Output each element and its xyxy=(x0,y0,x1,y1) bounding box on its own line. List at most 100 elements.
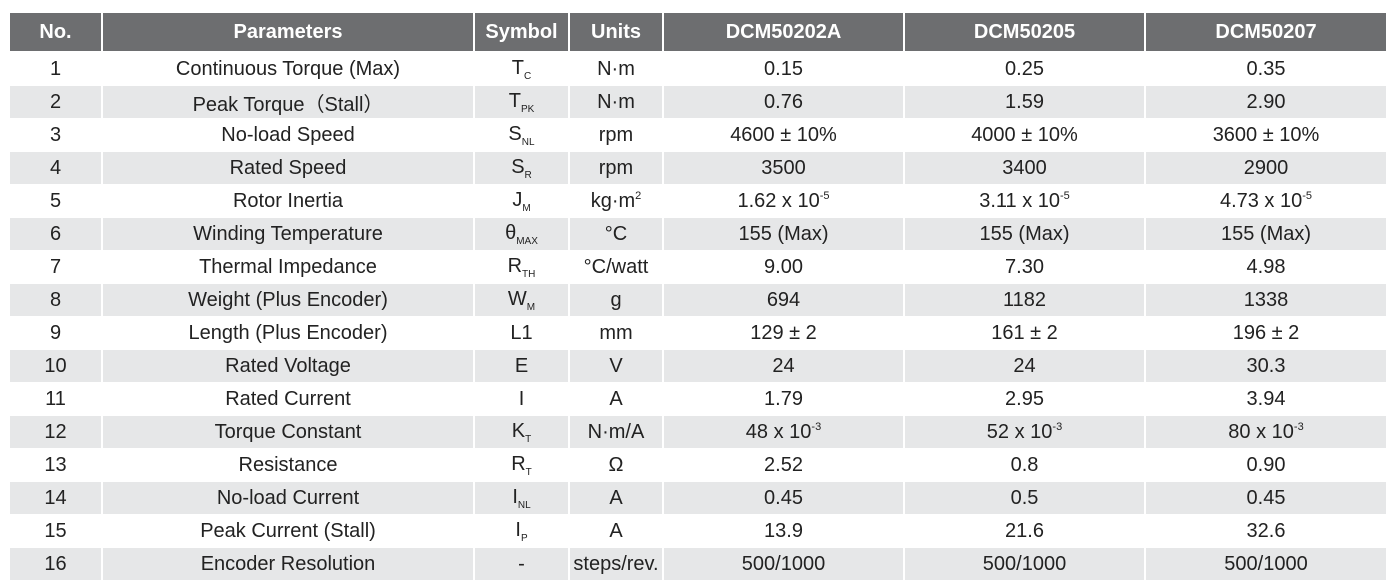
value-cell-model-3: 80 x 10-3 xyxy=(1146,416,1386,449)
symbol-main: - xyxy=(518,552,525,575)
value-main: 500/1000 xyxy=(1224,552,1308,575)
symbol-main: S xyxy=(508,122,522,145)
unit-superscript: 2 xyxy=(635,189,642,202)
symbol-cell: - xyxy=(475,548,568,581)
symbol-cell: WM xyxy=(475,284,568,317)
table-row: 13 Resistance RT Ω 2.52 0.8 0.90 xyxy=(10,449,1386,482)
value-main: 0.90 xyxy=(1246,453,1286,476)
unit-cell: °C/watt xyxy=(570,251,662,284)
value-main: 1.62 x 10 xyxy=(737,189,820,212)
row-number: 2 xyxy=(10,86,101,119)
header-row: No. Parameters Symbol Units DCM50202A DC… xyxy=(10,13,1386,53)
value-cell-model-2: 0.5 xyxy=(905,482,1144,515)
parameter-name: Resistance xyxy=(103,449,473,482)
value-main: 0.25 xyxy=(1005,57,1044,80)
value-main: 3500 xyxy=(761,156,806,179)
symbol-cell: INL xyxy=(475,482,568,515)
value-cell-model-3: 0.35 xyxy=(1146,53,1386,86)
value-main: 0.8 xyxy=(1010,453,1039,476)
unit-main: °C/watt xyxy=(583,255,649,278)
symbol-main: R xyxy=(511,452,526,475)
value-main: 129 ± 2 xyxy=(750,321,817,344)
symbol-cell: RT xyxy=(475,449,568,482)
value-cell-model-3: 155 (Max) xyxy=(1146,218,1386,251)
symbol-subscript: T xyxy=(525,433,532,445)
symbol-subscript: T xyxy=(525,466,532,478)
symbol-main: L1 xyxy=(510,321,533,344)
table-row: 1 Continuous Torque (Max) TC N·m 0.15 0.25 0.3… xyxy=(10,53,1386,86)
parameter-name: Rated Voltage xyxy=(103,350,473,383)
symbol-main: I xyxy=(518,387,525,410)
value-cell-model-1: 13.9 xyxy=(664,515,903,548)
value-main: 24 xyxy=(772,354,795,377)
symbol-subscript: MAX xyxy=(516,235,538,247)
value-main: 2.52 xyxy=(764,453,803,476)
header-symbol: Symbol xyxy=(475,13,568,53)
value-main: 32.6 xyxy=(1246,519,1286,542)
value-main: 2.90 xyxy=(1246,90,1286,113)
unit-cell: mm xyxy=(570,317,662,350)
value-main: 0.35 xyxy=(1246,57,1286,80)
symbol-subscript: P xyxy=(520,532,528,544)
unit-cell: N·m xyxy=(570,53,662,86)
symbol-subscript: C xyxy=(523,70,532,82)
symbol-subscript: M xyxy=(526,301,536,313)
symbol-main: I xyxy=(512,485,518,508)
value-main: 4.98 xyxy=(1246,255,1286,278)
value-cell-model-1: 155 (Max) xyxy=(664,218,903,251)
symbol-subscript: TH xyxy=(522,268,536,280)
symbol-cell: TPK xyxy=(475,86,568,119)
parameter-name: Continuous Torque (Max) xyxy=(103,53,473,86)
parameter-name: Peak Torque（Stall） xyxy=(103,86,473,119)
value-cell-model-1: 1.62 x 10-5 xyxy=(664,185,903,218)
table-row: 14 No-load Current INL A 0.45 0.5 0.45 xyxy=(10,482,1386,515)
table-row: 12 Torque Constant KT N·m/A 48 x 10-3 52 x 10… xyxy=(10,416,1386,449)
symbol-main: E xyxy=(514,354,529,377)
unit-main: V xyxy=(609,354,623,377)
row-number: 3 xyxy=(10,119,101,152)
table-row: 8 Weight (Plus Encoder) WM g 694 1182 1338 xyxy=(10,284,1386,317)
symbol-main: T xyxy=(508,89,521,112)
table-row: 15 Peak Current (Stall) IP A 13.9 21.6 32.6 xyxy=(10,515,1386,548)
value-cell-model-1: 2.52 xyxy=(664,449,903,482)
symbol-main: T xyxy=(511,56,524,79)
value-main: 13.9 xyxy=(764,519,803,542)
value-main: 1182 xyxy=(1002,288,1046,311)
value-main: 500/1000 xyxy=(741,552,826,575)
symbol-main: K xyxy=(511,419,526,442)
value-cell-model-2: 24 xyxy=(905,350,1144,383)
unit-main: A xyxy=(609,486,623,509)
value-cell-model-3: 3.94 xyxy=(1146,383,1386,416)
value-cell-model-2: 7.30 xyxy=(905,251,1144,284)
value-exponent: -5 xyxy=(1060,189,1070,202)
value-cell-model-3: 3600 ± 10% xyxy=(1146,119,1386,152)
parameter-name: Peak Current (Stall) xyxy=(103,515,473,548)
value-main: 9.00 xyxy=(764,255,803,278)
symbol-cell: SNL xyxy=(475,119,568,152)
row-number: 7 xyxy=(10,251,101,284)
row-number: 16 xyxy=(10,548,101,581)
value-exponent: -5 xyxy=(819,189,830,202)
symbol-main: J xyxy=(512,188,523,211)
value-main: 0.15 xyxy=(764,57,803,80)
value-cell-model-3: 32.6 xyxy=(1146,515,1386,548)
table-row: 6 Winding Temperature θMAX °C 155 (Max) 155 (… xyxy=(10,218,1386,251)
unit-main: Ω xyxy=(608,453,624,476)
value-cell-model-2: 0.8 xyxy=(905,449,1144,482)
header-no: No. xyxy=(10,13,101,53)
value-main: 1.79 xyxy=(764,387,803,410)
row-number: 6 xyxy=(10,218,101,251)
parameter-name: Winding Temperature xyxy=(103,218,473,251)
value-main: 155 (Max) xyxy=(1220,222,1312,245)
value-main: 30.3 xyxy=(1246,354,1286,377)
value-cell-model-1: 0.76 xyxy=(664,86,903,119)
table-row: 3 No-load Speed SNL rpm 4600 ± 10% 4000 ± 10%… xyxy=(10,119,1386,152)
symbol-cell: θMAX xyxy=(475,218,568,251)
value-main: 4600 ± 10% xyxy=(730,123,837,146)
value-cell-model-3: 500/1000 xyxy=(1146,548,1386,581)
unit-cell: A xyxy=(570,515,662,548)
unit-main: rpm xyxy=(598,123,634,146)
value-main: 0.5 xyxy=(1010,486,1039,509)
unit-cell: g xyxy=(570,284,662,317)
value-cell-model-1: 24 xyxy=(664,350,903,383)
